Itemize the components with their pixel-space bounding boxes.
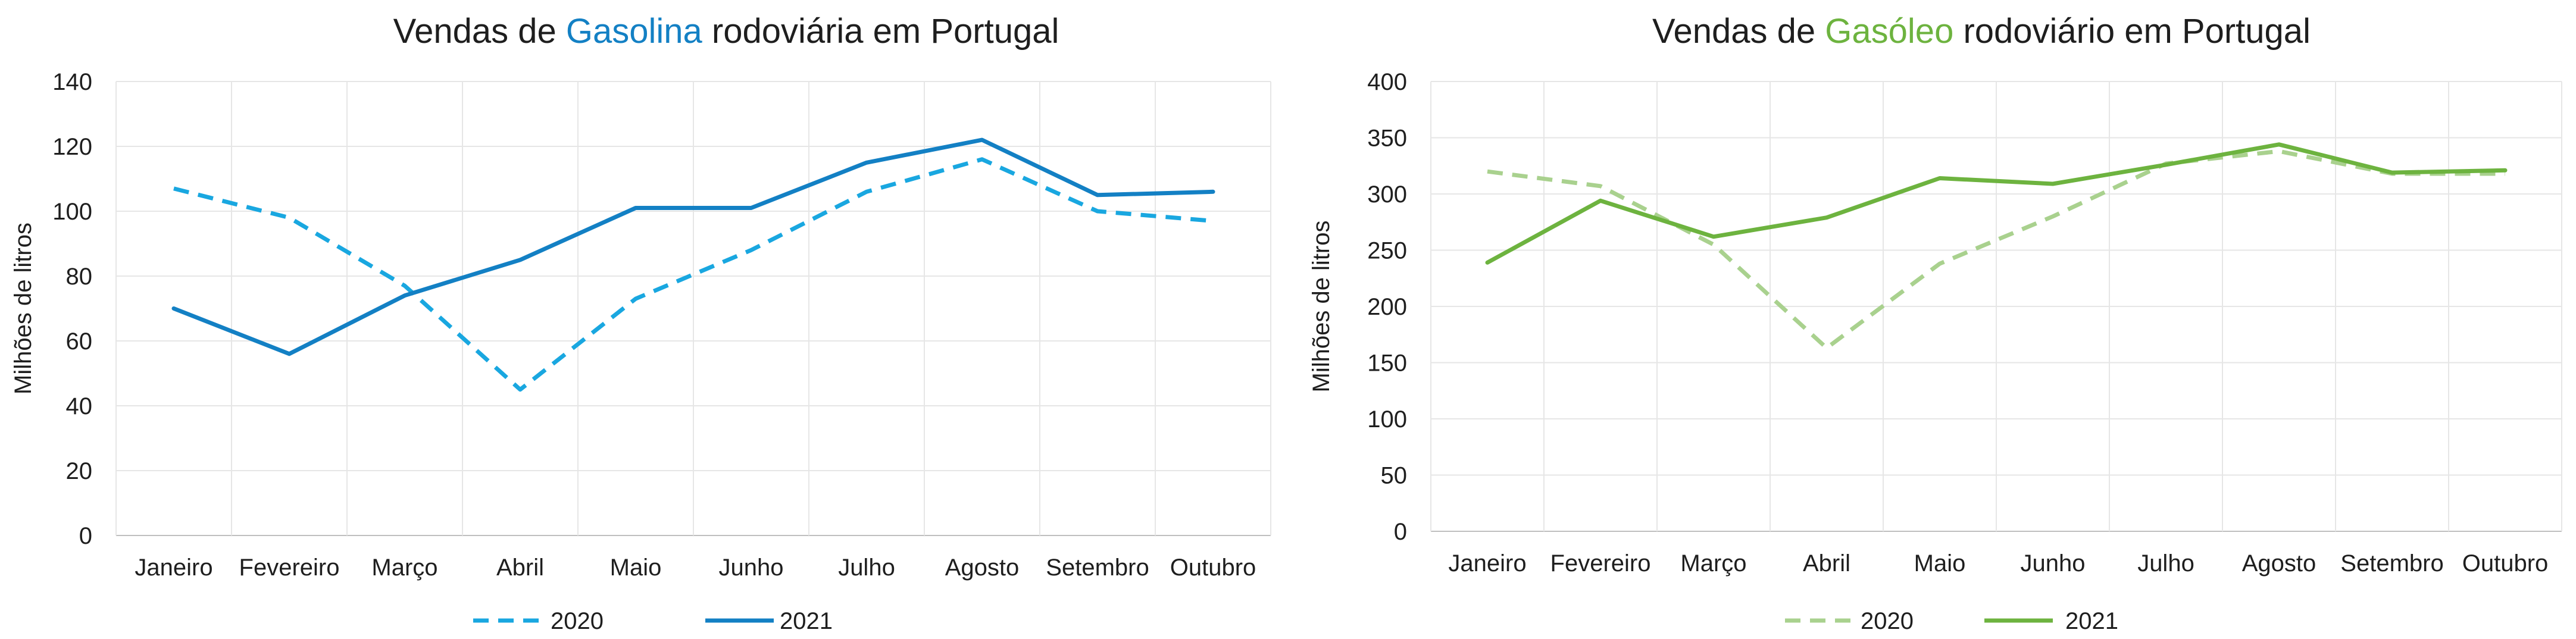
x-tick-label: Setembro	[1046, 555, 1149, 581]
legend-label: 2021	[2065, 608, 2118, 634]
x-tick-label: Junho	[2021, 550, 2086, 577]
y-tick-label: 150	[1367, 350, 1407, 377]
legend-label: 2020	[1861, 608, 1914, 634]
y-tick-label: 100	[1367, 406, 1407, 433]
x-tick-label: Junho	[719, 555, 784, 581]
x-tick-label: Janeiro	[1448, 550, 1526, 577]
x-tick-label: Abril	[1803, 550, 1850, 577]
y-tick-label: 200	[1367, 294, 1407, 320]
gasoleo-chart: Vendas de Gasóleo rodoviário em Portugal…	[1308, 12, 2562, 634]
x-tick-label: Outubro	[1170, 555, 1256, 581]
x-tick-label: Setembro	[2340, 550, 2443, 577]
x-tick-label: Julho	[2137, 550, 2194, 577]
title-highlight: Gasolina	[566, 12, 703, 51]
y-tick-label: 140	[52, 69, 92, 95]
legend: 2020 2021	[473, 608, 833, 634]
legend-label: 2020	[551, 608, 604, 634]
legend: 2020 2021	[1785, 608, 2118, 634]
series-line-2021	[1485, 142, 2508, 265]
x-tick-label: Março	[1680, 550, 1746, 577]
y-axis-label: Milhões de litros	[1308, 220, 1334, 392]
x-tick-label: Julho	[838, 555, 895, 581]
series-line-2020	[1487, 149, 2505, 350]
gasolina-chart: Vendas de Gasolina rodoviária em Portuga…	[10, 12, 1271, 634]
x-tick-label: Janeiro	[135, 555, 212, 581]
y-tick-label: 400	[1367, 69, 1407, 95]
x-tick-label: Março	[371, 555, 437, 581]
title-part: Vendas de	[1652, 12, 1825, 51]
series-line-2020	[173, 157, 1214, 392]
y-tick-label: 300	[1367, 181, 1407, 208]
x-tick-label: Abril	[496, 555, 544, 581]
x-tick-label: Agosto	[2242, 550, 2316, 577]
legend-label: 2021	[780, 608, 833, 634]
y-tick-label: 50	[1381, 463, 1408, 489]
x-tick-label: Fevereiro	[239, 555, 340, 581]
y-tick-label: 20	[66, 458, 93, 484]
chart-title: Vendas de Gasolina rodoviária em Portuga…	[393, 12, 1059, 51]
series-line-2021	[171, 137, 1215, 356]
title-highlight: Gasóleo	[1825, 12, 1953, 51]
x-tick-label: Outubro	[2462, 550, 2549, 577]
y-tick-label: 100	[52, 199, 92, 225]
x-tick-label: Maio	[1914, 550, 1966, 577]
chart-title: Vendas de Gasóleo rodoviário em Portugal	[1652, 12, 2311, 51]
y-tick-label: 350	[1367, 126, 1407, 152]
y-tick-label: 0	[79, 523, 92, 549]
title-part: Vendas de	[393, 12, 566, 51]
title-part: rodoviário em Portugal	[1953, 12, 2311, 51]
title-part: rodoviária em Portugal	[702, 12, 1059, 51]
x-tick-label: Agosto	[945, 555, 1020, 581]
y-tick-label: 60	[66, 328, 93, 355]
x-tick-label: Fevereiro	[1550, 550, 1651, 577]
y-tick-label: 40	[66, 393, 93, 419]
y-tick-label: 0	[1394, 519, 1407, 545]
x-tick-label: Maio	[610, 555, 662, 581]
y-tick-label: 250	[1367, 238, 1407, 264]
y-axis-label: Milhões de litros	[10, 223, 36, 394]
y-tick-label: 120	[52, 134, 92, 160]
y-tick-label: 80	[66, 264, 93, 290]
